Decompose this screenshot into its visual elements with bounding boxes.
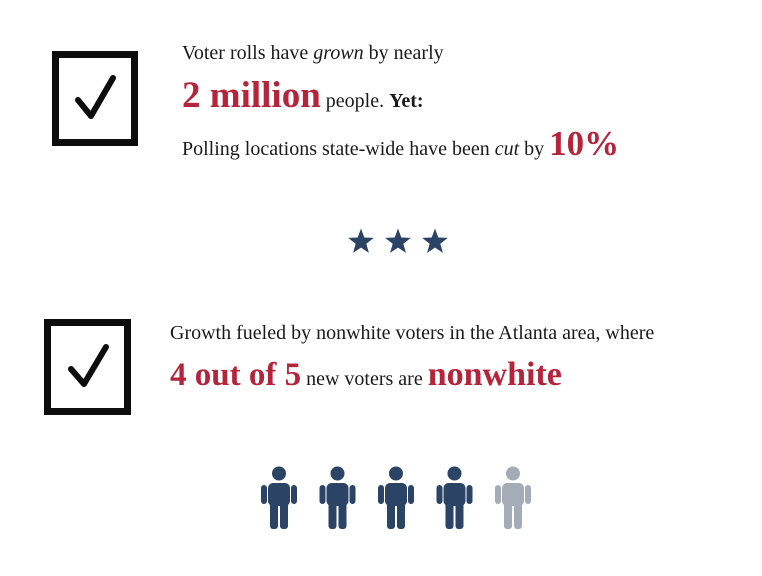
fact1-text: Voter rolls have	[182, 42, 314, 64]
fact1-line3: Polling locations state-wide have been c…	[182, 124, 619, 164]
fact1-emphasis-grown: grown	[313, 42, 364, 64]
fact1-emphasis-cut: cut	[494, 138, 520, 160]
highlight-percent: 10%	[549, 124, 620, 163]
fact1-text: people.	[320, 90, 390, 112]
person-icon	[378, 466, 414, 529]
person-icon	[319, 466, 356, 529]
fact2-line1: Growth fueled by nonwhite voters in the …	[170, 322, 654, 345]
fact1-yet: Yet:	[389, 90, 424, 112]
checkbox-icon-1	[52, 51, 138, 146]
star-icon	[422, 228, 448, 253]
stars-divider	[348, 228, 448, 253]
highlight-ratio: 4 out of 5	[170, 357, 302, 393]
fact1-line1: Voter rolls have grown by nearly	[182, 42, 444, 65]
fact2-text: new voters are	[301, 368, 428, 390]
highlight-nonwhite: nonwhite	[427, 356, 562, 393]
people-graphic	[261, 466, 531, 529]
highlight-number: 2 million	[182, 75, 321, 116]
checkbox-icon-2	[44, 319, 131, 415]
fact1-text: by	[519, 138, 550, 160]
fact1-text: by nearly	[363, 42, 444, 64]
fact2-text: Growth fueled by nonwhite voters in the …	[170, 322, 655, 344]
fact1-text: Polling locations state-wide have been	[182, 138, 495, 160]
checkmark-icon	[68, 344, 109, 387]
fact2-line2: 4 out of 5 new voters are nonwhite	[170, 356, 562, 394]
fact1-line2: 2 million people. Yet:	[182, 74, 424, 117]
person-icon	[436, 466, 473, 529]
person-icon	[261, 466, 297, 529]
star-icon	[385, 228, 411, 253]
star-icon	[348, 228, 374, 253]
person-icon	[495, 466, 531, 529]
checkmark-icon	[75, 75, 116, 119]
